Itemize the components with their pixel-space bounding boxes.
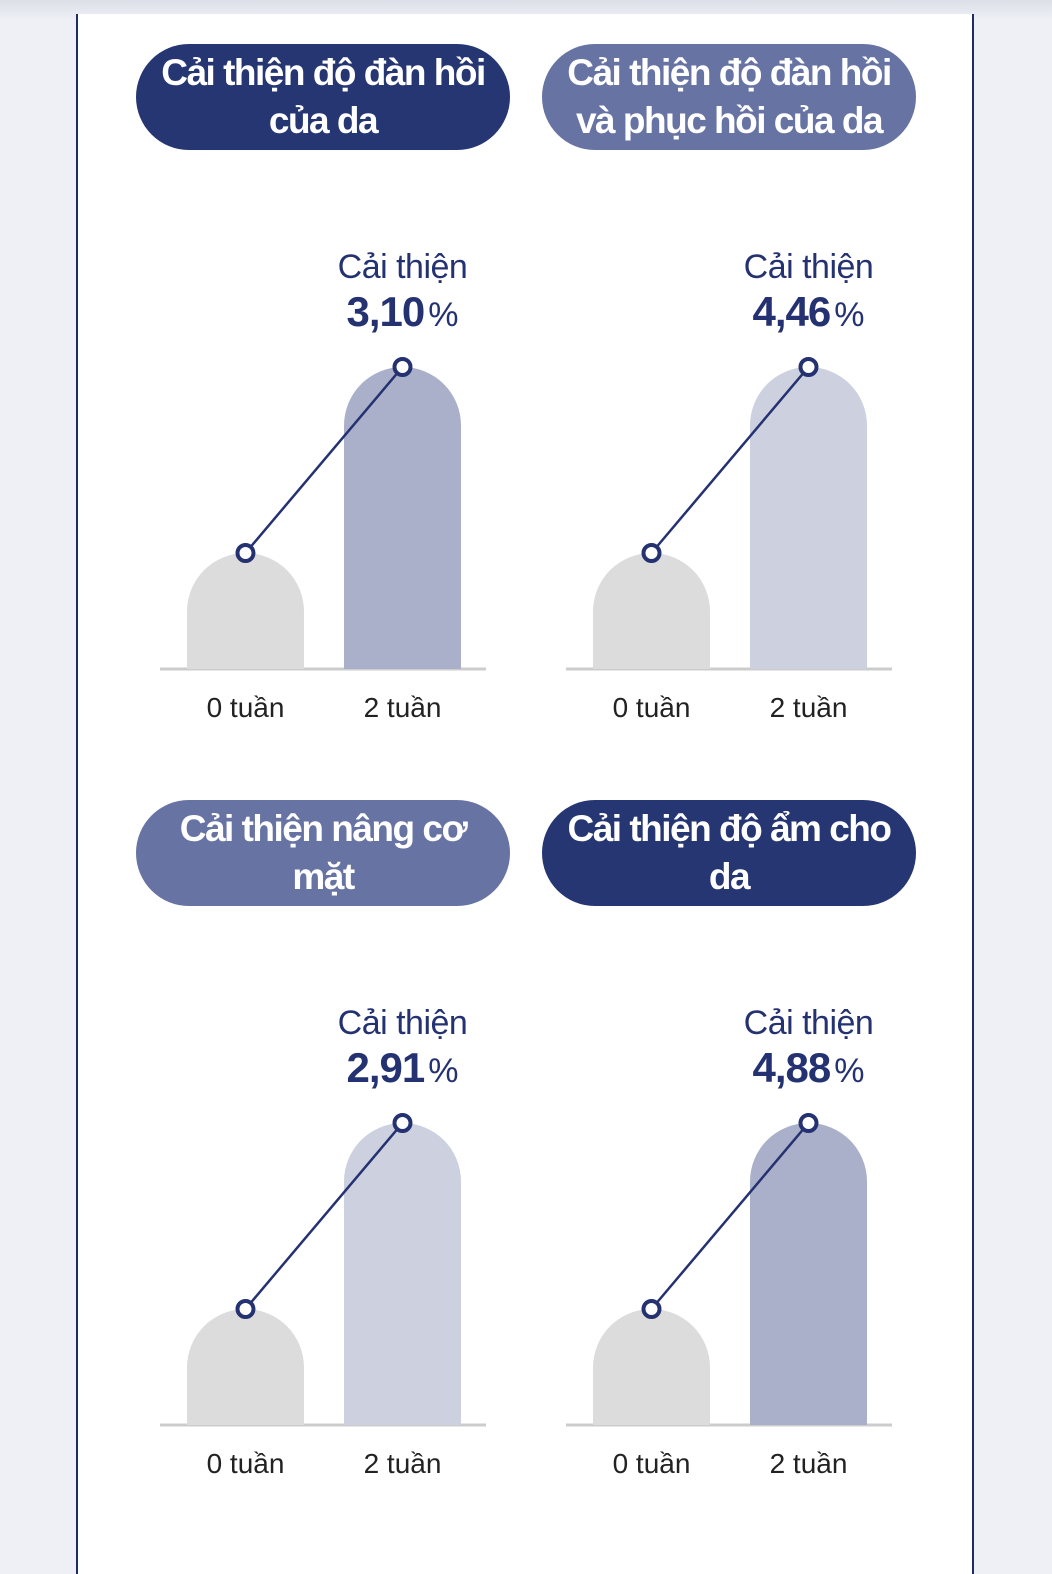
improvement-number: 4,88	[752, 1044, 832, 1091]
trend-line	[244, 1122, 404, 1310]
improvement-label: Cải thiện	[743, 1004, 874, 1042]
trend-line	[650, 366, 810, 554]
improvement-label: Cải thiện	[337, 248, 468, 286]
chart-title: Cải thiện độ đàn hồi của da	[161, 49, 486, 145]
chart-title-pill: Cải thiện độ ẩm cho da	[542, 800, 916, 906]
chart-title: Cải thiện độ đàn hồi và phục hồi của da	[567, 49, 892, 145]
bar-week-0	[187, 1309, 304, 1425]
improvement-label: Cải thiện	[337, 1004, 468, 1042]
x-tick-label: 0 tuần	[612, 1448, 691, 1479]
x-tick-label: 2 tuần	[769, 692, 848, 723]
chart-title-line: Cải thiện độ đàn hồi	[567, 52, 892, 93]
improvement-value: 2,91%	[303, 1044, 503, 1092]
improvement-unit: %	[834, 296, 865, 334]
bar-week-0	[593, 553, 710, 669]
improvement-unit: %	[428, 296, 459, 334]
point-week-2	[798, 1113, 819, 1133]
x-tick-label: 0 tuần	[206, 692, 285, 723]
x-tick-label: 0 tuần	[612, 692, 691, 723]
point-week-0	[641, 543, 662, 563]
improvement-unit: %	[834, 1052, 865, 1090]
improvement-value: 3,10%	[303, 288, 503, 336]
chart-plot	[566, 1113, 892, 1427]
improvement-value: 4,46%	[709, 288, 909, 336]
chart-title-line: và phục hồi của da	[575, 100, 884, 141]
chart-plot	[566, 357, 892, 671]
improvement-number: 4,46	[752, 288, 832, 335]
chart-title-line: Cải thiện nâng cơ	[179, 808, 468, 849]
improvement-number: 3,10	[346, 288, 426, 335]
bar-week-0	[187, 553, 304, 669]
chart-title-pill: Cải thiện nâng cơ mặt	[136, 800, 510, 906]
point-week-2	[392, 357, 413, 377]
point-week-0	[235, 543, 256, 563]
x-tick-label: 2 tuần	[769, 1448, 848, 1479]
bar-week-2	[344, 1123, 462, 1425]
chart-title-line: mặt	[292, 856, 355, 897]
chart-card: Cải thiện độ đàn hồi và phục hồi của da Cả…	[542, 44, 922, 764]
chart-title-line: của da	[268, 100, 379, 141]
bar-week-0	[593, 1309, 710, 1425]
bar-week-2	[750, 367, 867, 669]
improvement-unit: %	[428, 1052, 459, 1090]
trend-line	[650, 1122, 810, 1310]
trend-line	[244, 366, 404, 554]
chart-title-line: Cải thiện độ đàn hồi	[161, 52, 486, 93]
chart-title: Cải thiện nâng cơ mặt	[179, 805, 468, 901]
chart-title-pill: Cải thiện độ đàn hồi của da	[136, 44, 510, 150]
x-tick-label: 0 tuần	[206, 1448, 285, 1479]
improvement-number: 2,91	[346, 1044, 426, 1091]
chart-title-line: da	[708, 856, 751, 897]
chart-plot	[160, 1113, 486, 1427]
improvement-value: 4,88%	[709, 1044, 909, 1092]
bar-week-2	[750, 1123, 867, 1425]
x-tick-label: 2 tuần	[363, 692, 442, 723]
x-tick-label: 2 tuần	[363, 1448, 442, 1479]
point-week-0	[641, 1299, 662, 1319]
point-week-2	[798, 357, 819, 377]
chart-title-pill: Cải thiện độ đàn hồi và phục hồi của da	[542, 44, 916, 150]
chart-card: Cải thiện độ đàn hồi của da Cải thiện 3,10%…	[136, 44, 516, 764]
chart-plot	[160, 357, 486, 671]
chart-title-line: Cải thiện độ ẩm cho	[567, 808, 892, 849]
improvement-label: Cải thiện	[743, 248, 874, 286]
point-week-0	[235, 1299, 256, 1319]
bar-week-2	[344, 367, 462, 669]
chart-card: Cải thiện độ ẩm cho da Cải thiện 4,88% 0 tuầ…	[542, 800, 922, 1520]
point-week-2	[392, 1113, 413, 1133]
chart-title: Cải thiện độ ẩm cho da	[567, 805, 892, 901]
chart-card: Cải thiện nâng cơ mặt Cải thiện 2,91% 0 tuần…	[136, 800, 516, 1520]
